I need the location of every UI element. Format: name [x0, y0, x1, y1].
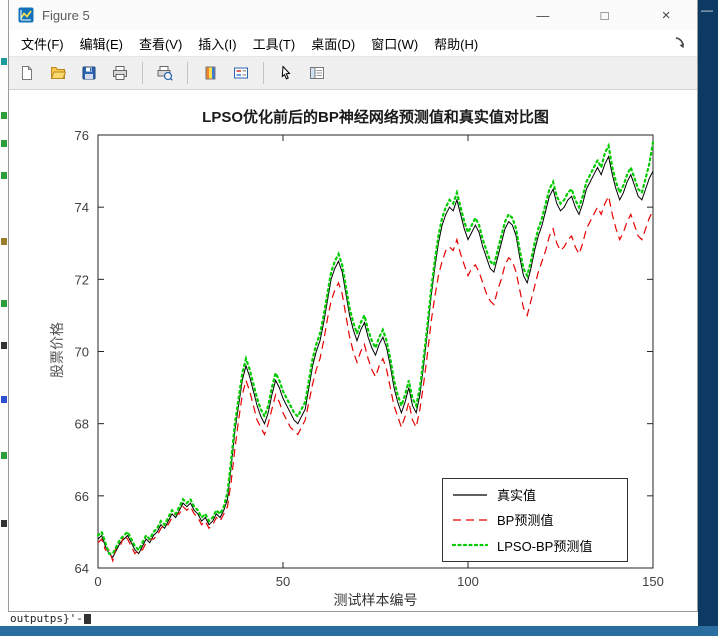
editor-code-sliver: [1, 238, 7, 245]
editor-code-sliver: [1, 396, 7, 403]
print-preview-icon: [157, 66, 173, 81]
plot-browser-icon: [310, 67, 324, 79]
toolbar-separator: [142, 62, 143, 84]
svg-text:100: 100: [457, 574, 479, 589]
menu-tools[interactable]: 工具(T): [252, 36, 296, 52]
print-figure-button[interactable]: [110, 63, 130, 83]
menu-insert[interactable]: 插入(I): [198, 36, 237, 52]
editor-code-sliver: [1, 520, 7, 527]
menu-file[interactable]: 文件(F): [21, 36, 64, 52]
new-figure-icon: [22, 66, 32, 80]
svg-text:74: 74: [75, 200, 89, 215]
open-file-button[interactable]: [48, 63, 68, 83]
editor-text: outputps}'-: [10, 612, 83, 625]
legend-line-sample: [453, 519, 487, 521]
legend-label: 真实值: [497, 488, 537, 504]
editor-code-sliver: [1, 342, 7, 349]
insert-colorbar-icon: [205, 66, 216, 80]
text-cursor: [83, 614, 91, 624]
legend[interactable]: 真实值 BP预测值 LPSO-BP预测值: [442, 478, 628, 562]
editor-code-sliver: [1, 58, 7, 65]
matlab-editor-sliver: [0, 0, 8, 612]
insert-legend-button[interactable]: [231, 63, 251, 83]
cursor-arrow-icon: [281, 65, 291, 80]
menu-desktop[interactable]: 桌面(D): [311, 36, 356, 52]
legend-entry-lpso: LPSO-BP预测值: [452, 536, 618, 555]
legend-label: LPSO-BP预测值: [497, 538, 593, 554]
minimize-button[interactable]: —: [536, 7, 550, 23]
dock-arrow-icon[interactable]: [673, 36, 687, 50]
window-controls: — □ ×: [512, 0, 697, 30]
insert-colorbar-button[interactable]: [200, 63, 220, 83]
svg-text:150: 150: [642, 574, 664, 589]
svg-text:66: 66: [75, 489, 89, 504]
print-icon: [113, 66, 127, 80]
legend-line-sample: [452, 544, 488, 547]
svg-text:64: 64: [75, 561, 89, 576]
svg-text:0: 0: [94, 574, 101, 589]
figure-toolbar: [9, 56, 697, 90]
toolbar-separator: [187, 62, 188, 84]
print-preview-button[interactable]: [155, 63, 175, 83]
editor-code-sliver: [1, 452, 7, 459]
figure-window: Figure 5 — □ × 文件(F) 编辑(E) 查看(V) 插入(I) 工…: [8, 0, 698, 612]
editor-code-sliver: [1, 140, 7, 147]
editor-code-sliver: [1, 172, 7, 179]
maximize-button[interactable]: □: [600, 7, 609, 23]
toolbar-separator: [263, 62, 264, 84]
save-icon: [82, 66, 96, 80]
open-file-icon: [50, 67, 66, 79]
figure-icon: [18, 7, 34, 23]
new-figure-button[interactable]: [17, 63, 37, 83]
menu-help[interactable]: 帮助(H): [434, 36, 479, 52]
menu-view[interactable]: 查看(V): [138, 36, 183, 52]
legend-entry-bp: BP预测值: [452, 510, 618, 529]
close-button[interactable]: ×: [661, 6, 671, 24]
save-figure-button[interactable]: [79, 63, 99, 83]
window-title: Figure 5: [42, 7, 90, 23]
edit-plot-button[interactable]: [276, 63, 296, 83]
svg-text:70: 70: [75, 345, 89, 360]
legend-label: BP预测值: [497, 513, 554, 529]
insert-legend-icon: [234, 67, 248, 79]
title-bar[interactable]: Figure 5 — □ ×: [9, 0, 697, 30]
figure-canvas: 0 50 100 150 64 66 68 70 72 74 76 LPSO优化前后的BP神经网络预…: [9, 90, 697, 611]
legend-entry-true: 真实值: [452, 485, 618, 504]
legend-line-sample: [453, 494, 487, 496]
plot-browser-button[interactable]: [307, 63, 327, 83]
chart-title: LPSO优化前后的BP神经网络预测值和真实值对比图: [202, 109, 549, 126]
menu-edit[interactable]: 编辑(E): [79, 36, 123, 52]
editor-code-sliver: [1, 112, 7, 119]
matlab-editor-line: outputps}'-: [0, 612, 698, 626]
y-axis-label: 股票价格: [49, 322, 65, 378]
matlab-status-bar: [0, 626, 718, 636]
svg-text:50: 50: [276, 574, 290, 589]
svg-text:76: 76: [75, 128, 89, 143]
svg-text:72: 72: [75, 272, 89, 287]
svg-text:68: 68: [75, 417, 89, 432]
matlab-minimize-button[interactable]: —: [701, 3, 713, 17]
editor-code-sliver: [1, 300, 7, 307]
menu-window[interactable]: 窗口(W): [371, 36, 419, 52]
menu-bar: 文件(F) 编辑(E) 查看(V) 插入(I) 工具(T) 桌面(D) 窗口(W…: [9, 30, 697, 56]
x-axis-label: 测试样本编号: [333, 592, 418, 608]
